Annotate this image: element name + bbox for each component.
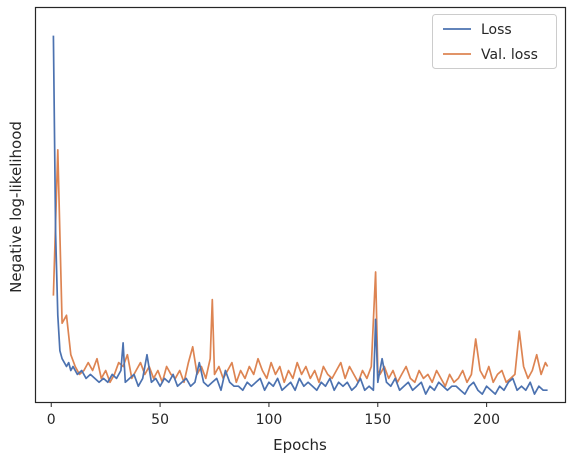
x-tick-label: 200 [473,412,500,428]
series-line-loss [52,35,548,395]
legend: Loss Val. loss [432,14,557,69]
series-layer [52,35,549,395]
legend-box [432,14,557,69]
x-axis-label: Epochs [273,436,327,454]
x-tick-label: 50 [151,412,169,428]
legend-label-val-loss: Val. loss [481,47,538,63]
plot-frame [34,6,567,404]
x-axis: 0 50 100 150 200 [47,402,500,428]
x-tick-label: 0 [47,412,56,428]
x-tick-label: 150 [364,412,391,428]
series-line-val-loss [52,148,549,388]
legend-label-loss: Loss [481,22,512,38]
x-tick-label: 100 [256,412,283,428]
y-axis-label: Negative log-likelihood [7,121,25,293]
